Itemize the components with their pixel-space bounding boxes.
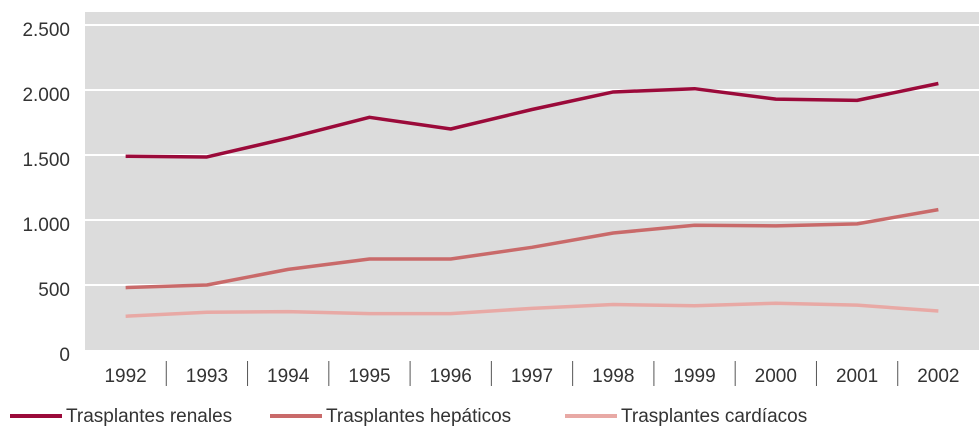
legend-label: Trasplantes renales <box>66 406 232 427</box>
y-tick-label: 2.000 <box>22 85 70 106</box>
x-tick-label: 1997 <box>511 366 553 387</box>
y-tick-label: 500 <box>38 280 70 301</box>
y-tick-label: 0 <box>59 345 70 366</box>
series-line <box>125 207 939 290</box>
y-tick-label: 1.000 <box>22 215 70 236</box>
plot-area <box>85 12 979 350</box>
x-tick-label: 1993 <box>186 366 228 387</box>
x-tick-label: 1999 <box>673 366 715 387</box>
x-tick-label: 1994 <box>267 366 310 387</box>
x-tick-label: 1992 <box>104 366 146 387</box>
series-line <box>125 81 939 159</box>
x-tick-label: 1998 <box>592 366 634 387</box>
x-tick-label: 1996 <box>430 366 472 387</box>
x-tick-label: 2001 <box>836 366 878 387</box>
legend-label: Trasplantes hepáticos <box>326 406 511 427</box>
y-tick-label: 2.500 <box>22 20 70 41</box>
x-tick-label: 1995 <box>348 366 390 387</box>
x-tick-label: 2000 <box>755 366 797 387</box>
legend-label: Trasplantes cardíacos <box>621 406 807 427</box>
x-tick-label: 2002 <box>917 366 959 387</box>
y-tick-label: 1.500 <box>22 150 70 171</box>
series-line <box>125 301 939 318</box>
